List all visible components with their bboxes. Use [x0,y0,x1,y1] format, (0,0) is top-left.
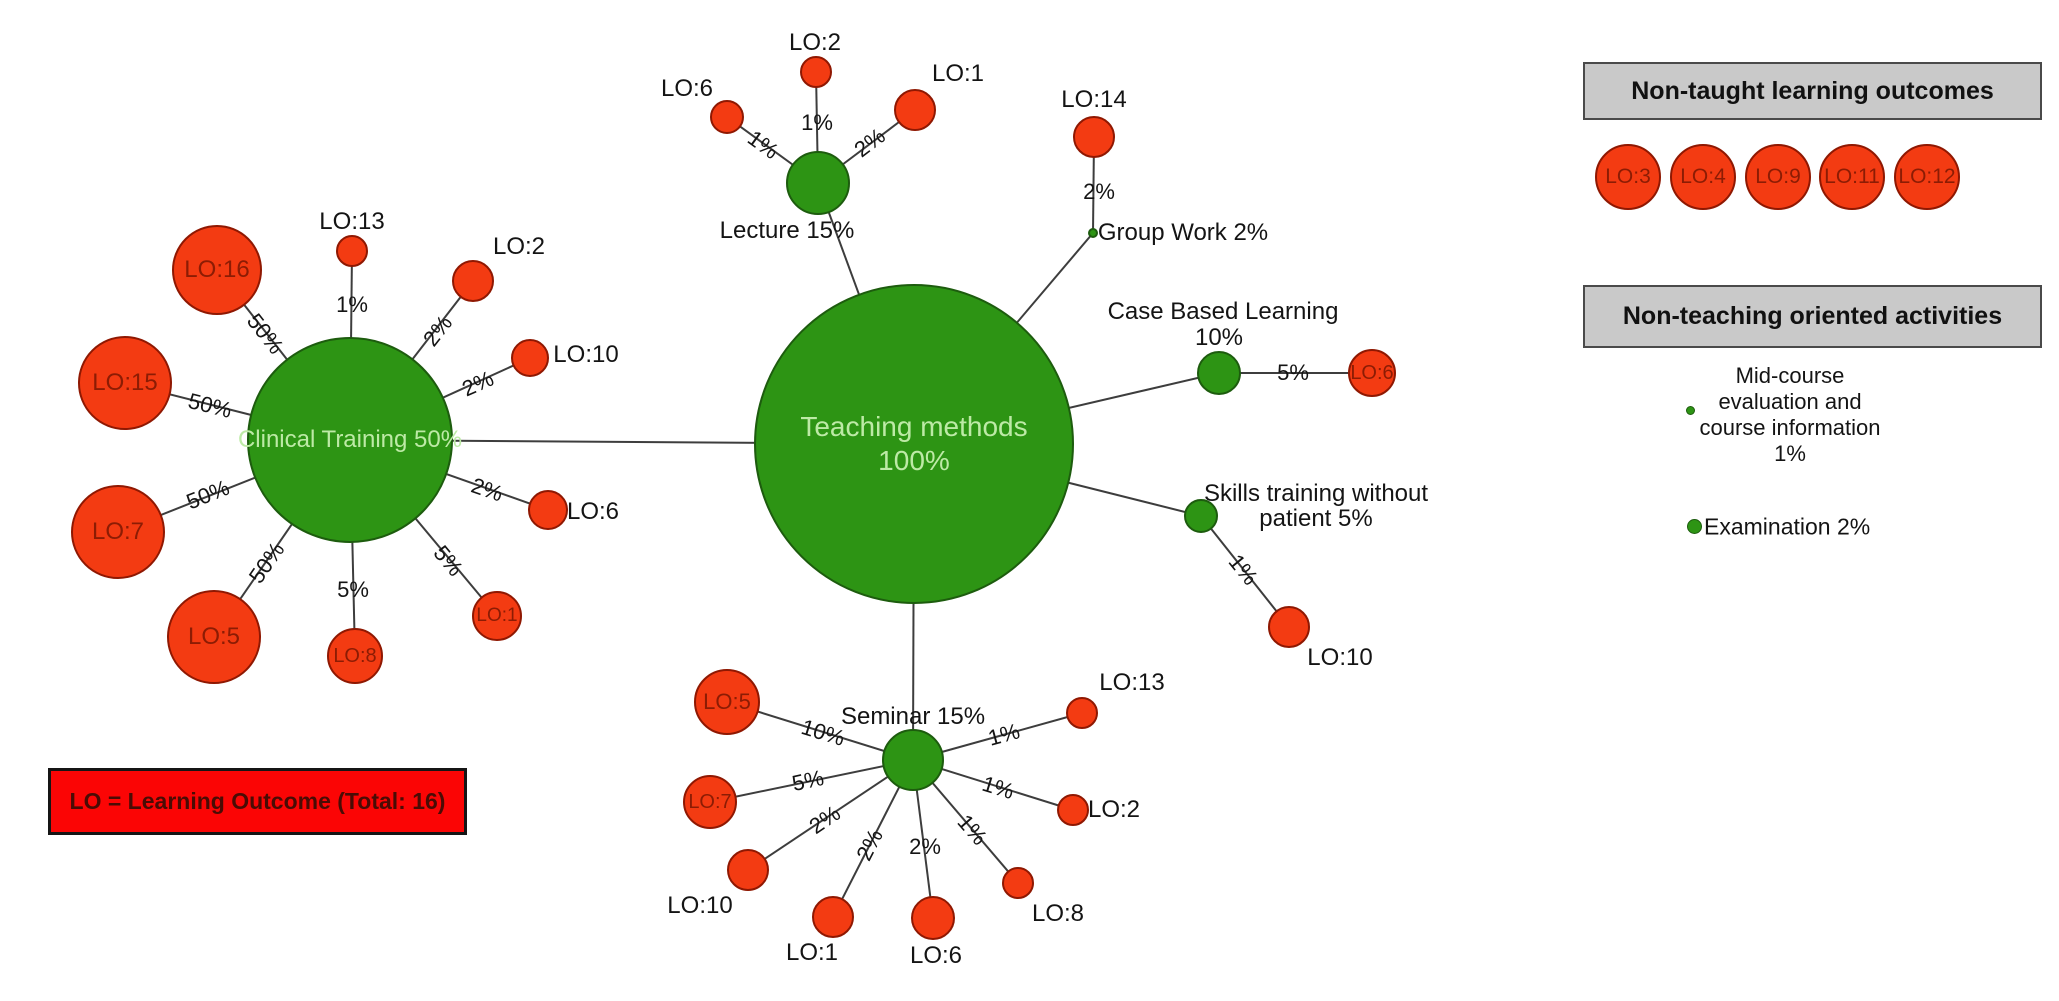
weight-case-based-lo6: 5% [1277,360,1309,385]
node-seminar-lo13 [1066,697,1098,729]
clinical-lo13-label: LO:13 [319,208,385,235]
node-seminar-lo8 [1002,867,1034,899]
skills-training-label-line1: Skills training without [1203,480,1429,507]
seminar-lo2-label: LO:2 [1087,796,1141,823]
node-case-based-learning [1197,351,1241,395]
non-teaching-header: Non-teaching oriented activities [1583,285,2042,348]
node-clinical-lo15: LO:15 [78,336,172,430]
node-seminar-lo10 [727,849,769,891]
node-lecture-lo6 [710,100,744,134]
examination-label: Examination 2% [1704,513,1871,540]
node-clinical-lo10 [511,339,549,377]
node-case-based-lo6: LO:6 [1348,349,1396,397]
node-seminar-lo5: LO:5 [694,669,760,735]
lecture-lo6-label: LO:6 [660,75,714,102]
seminar-lo1-label: LO:1 [785,939,839,966]
seminar-lo6-label: LO:6 [909,942,963,969]
node-clinical-training: Clinical Training 50% [238,337,462,543]
node-clinical-lo2 [452,260,494,302]
node-clinical-lo8: LO:8 [327,628,383,684]
node-skills-lo10 [1268,606,1310,648]
node-seminar-lo6 [911,896,955,940]
node-group-work-lo14 [1073,116,1115,158]
seminar-lo13-label: LO:13 [1099,669,1165,696]
skills-training-label-line2: patient 5% [1259,505,1373,532]
seminar-lo8-label: LO:8 [1031,900,1085,927]
node-clinical-lo7: LO:7 [71,485,165,579]
legend-box: LO = Learning Outcome (Total: 16) [48,768,467,835]
group-work-label: Group Work 2% [1097,219,1269,246]
node-lecture-lo2 [800,56,832,88]
edge-seminar-lo10 [747,759,914,871]
node-clinical-lo16: LO:16 [172,225,262,315]
node-examination-dot [1687,519,1702,534]
group-work-lo14-label: LO:14 [1061,86,1127,113]
node-skills-training [1184,499,1218,533]
case-based-learning-label-line2: 10% [1194,324,1244,351]
legend-text: LO = Learning Outcome (Total: 16) [69,788,446,814]
weight-seminar-lo6: 2% [909,834,941,859]
node-non-taught-lo11: LO:11 [1819,144,1885,210]
node-non-taught-lo4: LO:4 [1670,144,1736,210]
weight-lecture-lo2: 1% [801,110,833,135]
node-seminar-lo1 [812,896,854,938]
clinical-lo10-label: LO:10 [553,341,619,368]
mid-course-label: Mid-course evaluation and course informa… [1699,363,1881,466]
edge-seminar-lo7 [709,759,914,803]
node-clinical-lo1: LO:1 [472,591,522,641]
node-group-work [1088,228,1098,238]
node-clinical-lo13 [336,235,368,267]
node-seminar [882,729,944,791]
seminar-lo10-label: LO:10 [667,892,733,919]
node-seminar-lo7: LO:7 [683,775,737,829]
lecture-lo2-label: LO:2 [788,29,842,56]
node-mid-course-dot [1686,406,1695,415]
clinical-training-label: Clinical Training 50% [237,426,463,453]
case-based-learning-label-line1: Case Based Learning [1107,298,1339,325]
lecture-label: Lecture 15% [719,217,855,244]
clinical-lo6-label: LO:6 [566,498,620,525]
weight-clinical-lo8: 5% [337,577,369,602]
node-clinical-lo6 [528,490,568,530]
node-non-taught-lo12: LO:12 [1894,144,1960,210]
non-taught-header: Non-taught learning outcomes [1583,62,2042,120]
node-teaching-methods: Teaching methods 100% [754,284,1074,604]
skills-lo10-label: LO:10 [1307,644,1373,671]
node-clinical-lo5: LO:5 [167,590,261,684]
lecture-lo1-label: LO:1 [931,60,985,87]
node-lecture [786,151,850,215]
clinical-lo2-label: LO:2 [492,233,546,260]
weight-group-work-lo14: 2% [1083,179,1115,204]
weight-clinical-lo13: 1% [336,292,368,317]
seminar-label: Seminar 15% [840,703,986,730]
node-seminar-lo2 [1057,794,1089,826]
edge-skills-lo10 [1200,515,1290,628]
node-non-taught-lo3: LO:3 [1595,144,1661,210]
node-lecture-lo1 [894,89,936,131]
node-non-taught-lo9: LO:9 [1745,144,1811,210]
teaching-methods-label: Teaching methods 100% [800,411,1028,476]
